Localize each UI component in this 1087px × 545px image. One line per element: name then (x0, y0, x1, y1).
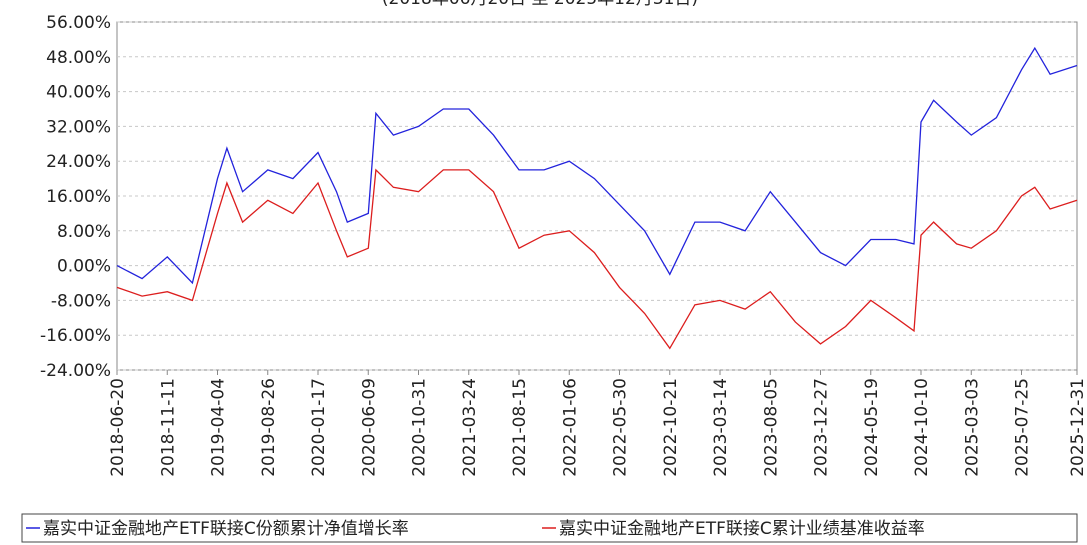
x-tick-label: 2023-12-27 (812, 378, 832, 477)
y-tick-label: 16.00% (46, 187, 111, 207)
y-tick-label: 0.00% (57, 257, 111, 277)
y-tick-label: -24.00% (40, 361, 111, 381)
x-tick-label: 2022-10-21 (661, 378, 681, 477)
legend-label: 嘉实中证金融地产ETF联接C份额累计净值增长率 (43, 519, 409, 539)
x-tick-label: 2023-03-14 (711, 378, 731, 477)
x-tick-label: 2019-08-26 (259, 378, 279, 477)
y-tick-label: 8.00% (57, 222, 111, 242)
x-tick-label: 2022-01-06 (560, 378, 580, 477)
series-line (116, 168, 1078, 350)
y-tick-label: 24.00% (46, 152, 111, 172)
series-line (116, 46, 1078, 285)
x-tick-label: 2022-05-30 (611, 378, 631, 477)
x-tick-label: 2018-06-20 (108, 378, 128, 477)
y-tick-label: -8.00% (51, 291, 111, 311)
y-tick-label: -16.00% (40, 326, 111, 346)
x-tick-label: 2025-03-03 (962, 378, 982, 477)
x-tick-label: 2018-11-11 (158, 378, 178, 477)
x-tick-label: 2020-01-17 (309, 378, 329, 477)
x-tick-label: 2023-08-05 (761, 378, 781, 477)
y-tick-label: 48.00% (46, 48, 111, 68)
y-tick-label: 40.00% (46, 83, 111, 103)
x-tick-label: 2020-10-31 (410, 378, 430, 477)
chart-subtitle: (2018年06月20日 至 2025年12月31日) (382, 0, 698, 9)
x-tick-label: 2020-06-09 (359, 378, 379, 477)
y-tick-label: 56.00% (46, 13, 111, 33)
x-tick-label: 2024-05-19 (862, 378, 882, 477)
x-tick-label: 2019-04-04 (209, 378, 229, 477)
x-tick-label: 2025-12-31 (1068, 378, 1087, 477)
x-tick-label: 2024-10-10 (912, 378, 932, 477)
legend-label: 嘉实中证金融地产ETF联接C累计业绩基准收益率 (559, 519, 925, 539)
x-tick-label: 2021-08-15 (510, 378, 530, 477)
x-tick-label: 2025-07-25 (1013, 378, 1033, 477)
legend-box (21, 513, 1078, 543)
x-tick-label: 2021-03-24 (460, 378, 480, 477)
y-tick-label: 32.00% (46, 117, 111, 137)
